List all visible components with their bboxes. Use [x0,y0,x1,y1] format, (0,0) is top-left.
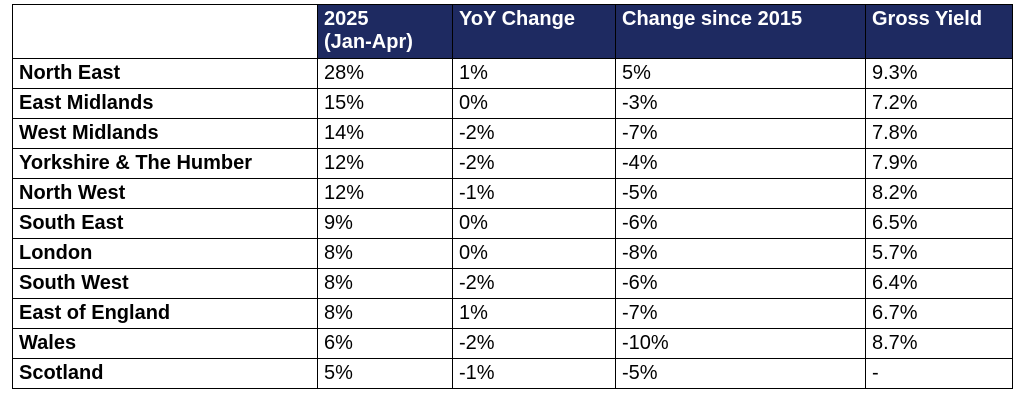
cell-gross-yield: 8.7% [865,328,1013,359]
header-region-blank [12,4,318,59]
header-row: 2025 (Jan-Apr) YoY Change Change since 20… [12,4,1013,59]
cell-2025-jan-apr: 8% [317,298,453,329]
table-body: North East 28% 1% 5% 9.3% East Midlands 15% 0% -… [12,58,1013,389]
cell-gross-yield: 9.3% [865,58,1013,89]
header-yoy-change: YoY Change [452,4,616,59]
cell-region: South East [12,208,318,239]
cell-yoy-change: 1% [452,58,616,89]
cell-gross-yield: 6.4% [865,268,1013,299]
cell-change-since-2015: -5% [615,178,866,209]
header-gross-yield: Gross Yield [865,4,1013,59]
table-row: East Midlands 15% 0% -3% 7.2% [12,88,1013,119]
cell-change-since-2015: -6% [615,268,866,299]
cell-yoy-change: 0% [452,88,616,119]
table-row: South West 8% -2% -6% 6.4% [12,268,1013,299]
regional-data-table-container: 2025 (Jan-Apr) YoY Change Change since 20… [12,4,1013,389]
cell-2025-jan-apr: 12% [317,148,453,179]
cell-region: London [12,238,318,269]
cell-change-since-2015: -6% [615,208,866,239]
header-2025-line2: (Jan-Apr) [324,31,413,53]
cell-region: East of England [12,298,318,329]
cell-yoy-change: 1% [452,298,616,329]
cell-change-since-2015: -8% [615,238,866,269]
cell-change-since-2015: 5% [615,58,866,89]
cell-2025-jan-apr: 8% [317,238,453,269]
cell-2025-jan-apr: 9% [317,208,453,239]
cell-change-since-2015: -5% [615,358,866,389]
header-change-since-2015: Change since 2015 [615,4,866,59]
table-row: Yorkshire & The Humber 12% -2% -4% 7.9% [12,148,1013,179]
table-row: East of England 8% 1% -7% 6.7% [12,298,1013,329]
table-row: West Midlands 14% -2% -7% 7.8% [12,118,1013,149]
cell-yoy-change: 0% [452,238,616,269]
cell-2025-jan-apr: 8% [317,268,453,299]
table-row: North West 12% -1% -5% 8.2% [12,178,1013,209]
cell-change-since-2015: -3% [615,88,866,119]
cell-2025-jan-apr: 14% [317,118,453,149]
cell-yoy-change: -2% [452,148,616,179]
cell-2025-jan-apr: 15% [317,88,453,119]
table-row: South East 9% 0% -6% 6.5% [12,208,1013,239]
cell-gross-yield: 7.2% [865,88,1013,119]
table-row: Scotland 5% -1% -5% - [12,358,1013,389]
cell-region: North West [12,178,318,209]
cell-yoy-change: -2% [452,118,616,149]
cell-2025-jan-apr: 28% [317,58,453,89]
cell-gross-yield: - [865,358,1013,389]
cell-yoy-change: -1% [452,178,616,209]
cell-region: Wales [12,328,318,359]
cell-gross-yield: 8.2% [865,178,1013,209]
cell-region: East Midlands [12,88,318,119]
cell-yoy-change: 0% [452,208,616,239]
cell-gross-yield: 6.5% [865,208,1013,239]
table-header: 2025 (Jan-Apr) YoY Change Change since 20… [12,4,1013,59]
header-2025-jan-apr: 2025 (Jan-Apr) [317,4,453,59]
cell-region: Scotland [12,358,318,389]
table-row: London 8% 0% -8% 5.7% [12,238,1013,269]
cell-gross-yield: 6.7% [865,298,1013,329]
cell-2025-jan-apr: 5% [317,358,453,389]
cell-yoy-change: -2% [452,328,616,359]
cell-region: North East [12,58,318,89]
table-row: Wales 6% -2% -10% 8.7% [12,328,1013,359]
cell-region: South West [12,268,318,299]
cell-region: Yorkshire & The Humber [12,148,318,179]
cell-gross-yield: 5.7% [865,238,1013,269]
header-2025-line1: 2025 [324,8,369,30]
cell-yoy-change: -1% [452,358,616,389]
cell-change-since-2015: -7% [615,118,866,149]
cell-change-since-2015: -4% [615,148,866,179]
cell-change-since-2015: -10% [615,328,866,359]
cell-gross-yield: 7.9% [865,148,1013,179]
cell-gross-yield: 7.8% [865,118,1013,149]
cell-change-since-2015: -7% [615,298,866,329]
regional-data-table: 2025 (Jan-Apr) YoY Change Change since 20… [12,4,1013,389]
cell-2025-jan-apr: 12% [317,178,453,209]
cell-region: West Midlands [12,118,318,149]
cell-yoy-change: -2% [452,268,616,299]
cell-2025-jan-apr: 6% [317,328,453,359]
table-row: North East 28% 1% 5% 9.3% [12,58,1013,89]
